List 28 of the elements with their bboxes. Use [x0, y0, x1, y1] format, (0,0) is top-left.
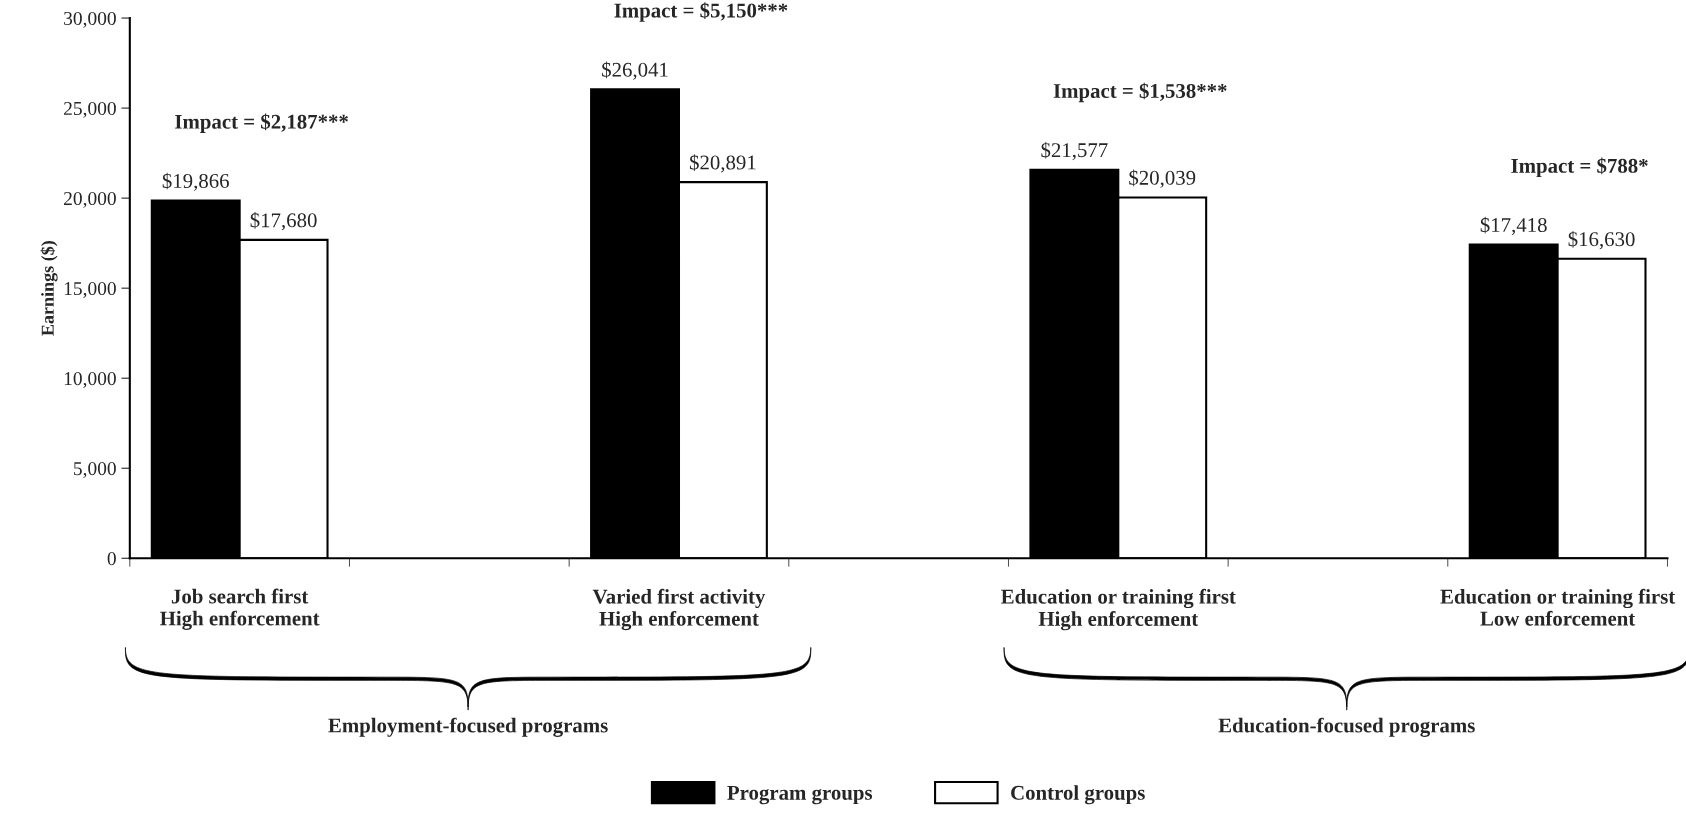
data-label: $19,866 — [162, 172, 229, 191]
y-axis-title: Earnings ($) — [40, 241, 58, 336]
x-tick-label: Job search first High enforcement — [160, 588, 320, 630]
x-tick-label: Education or training first Low enforcement — [1440, 588, 1676, 626]
text: Employment-focused programs — [328, 717, 608, 737]
legend-label: Program groups — [727, 785, 873, 805]
data-label: $16,630 — [1568, 230, 1635, 250]
x-tick-label: Education or training first High enforcement — [1001, 588, 1236, 631]
y-tick-label: 20,000 — [64, 191, 116, 208]
data-label: $21,577 — [1041, 141, 1108, 161]
y-tick-label: 30,000 — [64, 11, 116, 28]
y-tick-label: 5,000 — [74, 462, 116, 478]
y-tick-label: 25,000 — [64, 101, 116, 118]
annotation: Impact = $1,538*** — [1053, 82, 1227, 103]
y-tick-label: 0 — [107, 552, 116, 566]
y-tick-label: 10,000 — [64, 372, 116, 388]
data-label: $26,041 — [602, 61, 668, 80]
text: Education-focused programs — [1218, 717, 1475, 737]
data-label: $17,418 — [1480, 216, 1547, 236]
data-label: $20,039 — [1129, 169, 1196, 188]
annotation: Impact = $2,187*** — [175, 113, 348, 134]
data-label: $20,891 — [689, 154, 756, 173]
annotation: Impact = $788* — [1511, 157, 1648, 178]
data-label: $17,680 — [250, 212, 317, 231]
legend-label: Control groups — [1011, 785, 1145, 805]
y-tick-label: 15,000 — [64, 281, 116, 298]
x-tick-label: Varied first activity High enforcement — [592, 588, 766, 631]
annotation: Impact = $5,150*** — [614, 2, 788, 22]
